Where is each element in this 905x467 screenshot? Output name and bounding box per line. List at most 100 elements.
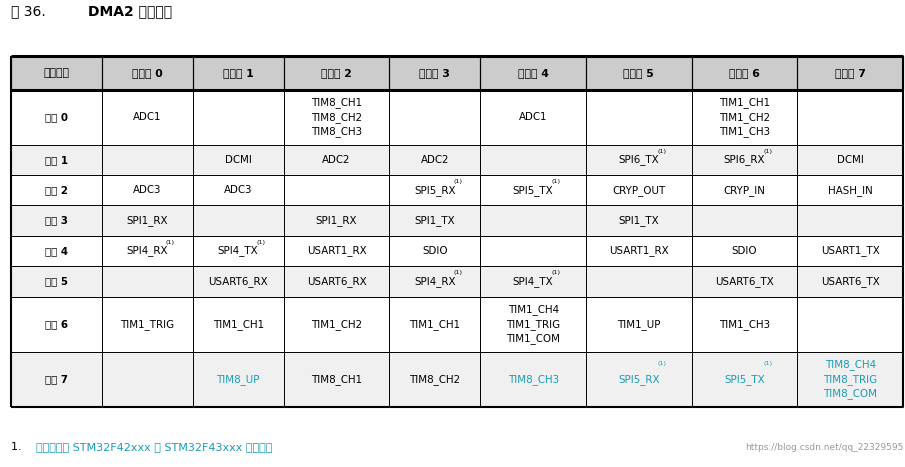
Text: ADC1: ADC1 bbox=[519, 112, 548, 122]
Text: https://blog.csdn.net/qq_22329595: https://blog.csdn.net/qq_22329595 bbox=[745, 443, 903, 452]
Bar bbox=[797, 297, 903, 352]
Text: 数据流 1: 数据流 1 bbox=[223, 68, 253, 78]
Text: (1): (1) bbox=[453, 270, 462, 276]
Bar bbox=[283, 352, 389, 407]
Text: TIM8_UP: TIM8_UP bbox=[216, 374, 260, 385]
Text: (1): (1) bbox=[257, 240, 266, 245]
Text: TIM1_TRIG: TIM1_TRIG bbox=[506, 318, 560, 330]
Text: USART6_TX: USART6_TX bbox=[715, 276, 774, 287]
Text: TIM1_CH1: TIM1_CH1 bbox=[719, 97, 770, 108]
Bar bbox=[586, 236, 691, 266]
Bar bbox=[389, 297, 481, 352]
Bar bbox=[283, 266, 389, 297]
Text: (1): (1) bbox=[658, 149, 666, 154]
Text: SPI1_RX: SPI1_RX bbox=[127, 215, 168, 226]
Text: (1): (1) bbox=[763, 361, 772, 366]
Text: (1): (1) bbox=[453, 179, 462, 184]
Bar bbox=[691, 236, 797, 266]
Text: TIM1_CH2: TIM1_CH2 bbox=[311, 318, 362, 330]
Text: (1): (1) bbox=[658, 361, 666, 366]
Bar bbox=[193, 297, 283, 352]
Bar bbox=[481, 352, 586, 407]
Bar bbox=[11, 175, 101, 205]
Bar bbox=[586, 145, 691, 175]
Text: 通道 4: 通道 4 bbox=[45, 246, 68, 256]
Text: SPI5_RX: SPI5_RX bbox=[618, 374, 660, 385]
Text: 通道 0: 通道 0 bbox=[45, 112, 68, 122]
Bar bbox=[797, 90, 903, 145]
Bar bbox=[797, 352, 903, 407]
Text: TIM8_CH1: TIM8_CH1 bbox=[311, 374, 362, 385]
Bar bbox=[101, 352, 193, 407]
Bar bbox=[797, 56, 903, 90]
Text: HASH_IN: HASH_IN bbox=[828, 185, 872, 196]
Bar bbox=[283, 56, 389, 90]
Bar bbox=[389, 266, 481, 297]
Bar bbox=[586, 175, 691, 205]
Text: TIM8_CH4: TIM8_CH4 bbox=[824, 359, 876, 370]
Text: 通道 6: 通道 6 bbox=[45, 319, 68, 329]
Text: SPI1_RX: SPI1_RX bbox=[316, 215, 357, 226]
Bar bbox=[101, 266, 193, 297]
Bar bbox=[691, 205, 797, 236]
Bar bbox=[193, 352, 283, 407]
Bar bbox=[586, 352, 691, 407]
Bar bbox=[101, 297, 193, 352]
Bar bbox=[283, 145, 389, 175]
Text: 数据流 6: 数据流 6 bbox=[729, 68, 760, 78]
Bar bbox=[797, 145, 903, 175]
Text: SDIO: SDIO bbox=[732, 246, 757, 256]
Text: TIM1_TRIG: TIM1_TRIG bbox=[120, 318, 175, 330]
Bar bbox=[389, 56, 481, 90]
Bar bbox=[691, 90, 797, 145]
Text: TIM8_COM: TIM8_COM bbox=[824, 388, 877, 399]
Bar bbox=[481, 90, 586, 145]
Bar bbox=[691, 145, 797, 175]
Bar bbox=[193, 175, 283, 205]
Text: TIM8_CH2: TIM8_CH2 bbox=[311, 112, 362, 123]
Text: SPI4_TX: SPI4_TX bbox=[218, 246, 259, 256]
Bar bbox=[193, 56, 283, 90]
Bar bbox=[283, 297, 389, 352]
Bar bbox=[389, 352, 481, 407]
Bar bbox=[797, 266, 903, 297]
Text: USART1_RX: USART1_RX bbox=[609, 246, 669, 256]
Text: SPI6_RX: SPI6_RX bbox=[724, 155, 766, 165]
Bar bbox=[11, 90, 101, 145]
Bar bbox=[481, 297, 586, 352]
Bar bbox=[193, 236, 283, 266]
Bar bbox=[101, 205, 193, 236]
Text: SPI4_RX: SPI4_RX bbox=[414, 276, 455, 287]
Text: 表 36.: 表 36. bbox=[11, 5, 45, 19]
Text: TIM1_CH3: TIM1_CH3 bbox=[719, 318, 770, 330]
Bar bbox=[691, 352, 797, 407]
Bar bbox=[101, 175, 193, 205]
Bar bbox=[389, 145, 481, 175]
Text: TIM8_CH2: TIM8_CH2 bbox=[409, 374, 461, 385]
Bar bbox=[481, 145, 586, 175]
Bar bbox=[389, 236, 481, 266]
Text: TIM1_CH1: TIM1_CH1 bbox=[213, 318, 263, 330]
Text: ADC1: ADC1 bbox=[133, 112, 161, 122]
Text: TIM1_CH1: TIM1_CH1 bbox=[409, 318, 461, 330]
Text: 数据流 2: 数据流 2 bbox=[321, 68, 352, 78]
Bar bbox=[283, 236, 389, 266]
Text: DMA2 请求映射: DMA2 请求映射 bbox=[88, 5, 172, 19]
Text: SPI4_RX: SPI4_RX bbox=[127, 246, 168, 256]
Bar bbox=[193, 266, 283, 297]
Text: TIM1_COM: TIM1_COM bbox=[506, 333, 560, 344]
Bar bbox=[283, 205, 389, 236]
Bar bbox=[691, 56, 797, 90]
Text: DCMI: DCMI bbox=[837, 155, 863, 165]
Bar bbox=[691, 297, 797, 352]
Bar bbox=[481, 266, 586, 297]
Text: 通道 7: 通道 7 bbox=[45, 374, 68, 384]
Text: USART6_RX: USART6_RX bbox=[307, 276, 367, 287]
Bar bbox=[11, 297, 101, 352]
Bar bbox=[389, 90, 481, 145]
Bar bbox=[691, 175, 797, 205]
Bar bbox=[586, 56, 691, 90]
Bar bbox=[193, 90, 283, 145]
Text: TIM8_CH1: TIM8_CH1 bbox=[311, 97, 362, 108]
Text: ADC3: ADC3 bbox=[224, 185, 252, 195]
